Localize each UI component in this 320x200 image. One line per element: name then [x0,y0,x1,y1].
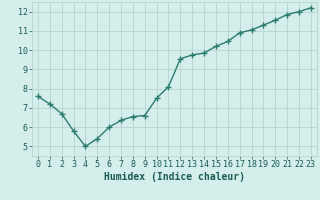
X-axis label: Humidex (Indice chaleur): Humidex (Indice chaleur) [104,172,245,182]
